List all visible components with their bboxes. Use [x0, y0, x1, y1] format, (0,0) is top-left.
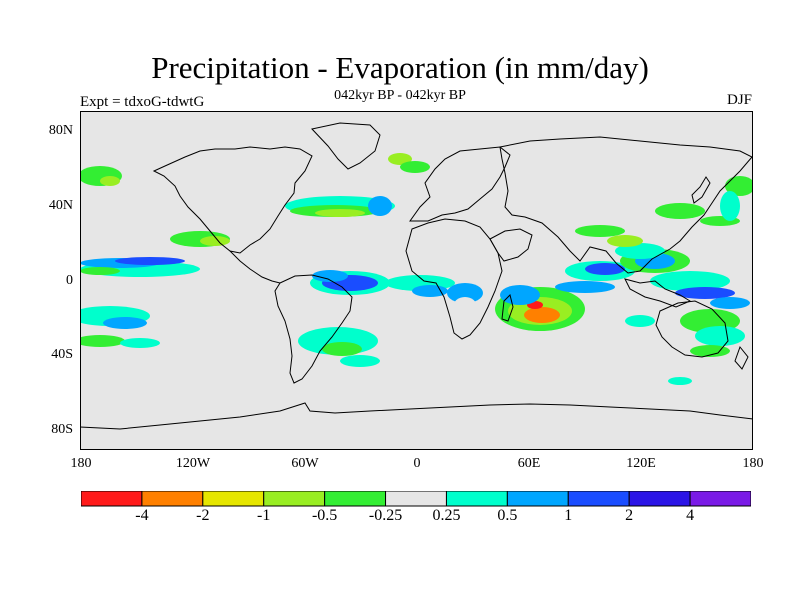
anomaly-patch — [400, 161, 430, 173]
colorbar-label: 4 — [686, 507, 695, 524]
coast-north-america — [152, 146, 313, 254]
colorbar-cell — [567, 491, 630, 507]
anomaly-patch — [555, 281, 615, 293]
anomaly-patch — [720, 191, 740, 221]
anomaly-patch — [388, 153, 412, 165]
anomaly-patch — [312, 270, 348, 282]
colorbar-cell — [324, 491, 387, 507]
anomaly-patch — [315, 209, 365, 217]
anomaly-patch — [710, 297, 750, 309]
coast-japan — [691, 176, 711, 204]
anomaly-patch — [585, 263, 625, 275]
coast-greenland — [311, 122, 381, 170]
colorbar — [81, 491, 751, 507]
anomaly-patch — [625, 315, 655, 327]
coast-australia — [655, 300, 729, 358]
map-title: Precipitation - Evaporation (in mm/day) — [151, 50, 649, 85]
lat-label-80s: 80S — [51, 422, 73, 437]
anomaly-patch — [80, 291, 105, 307]
lat-label-40s: 40S — [51, 347, 73, 362]
colorbar-cell — [445, 491, 508, 507]
anomaly-patch — [524, 307, 560, 323]
colorbar-label: 2 — [625, 507, 634, 524]
coastlines — [80, 122, 753, 430]
colorbar-cell — [263, 491, 326, 507]
anomaly-patch — [695, 326, 745, 346]
coast-madagascar — [501, 294, 514, 322]
anomaly-patch — [120, 338, 160, 348]
anomaly-patch — [103, 317, 147, 329]
anomaly-patch — [340, 355, 380, 367]
lon-label-60w: 60W — [291, 456, 319, 471]
anomaly-fields — [80, 153, 753, 385]
colorbar-label: -4 — [135, 507, 149, 524]
lon-label-60e: 60E — [517, 456, 541, 471]
colorbar-cell — [141, 491, 204, 507]
anomaly-patch — [615, 243, 665, 259]
anomaly-patch — [368, 196, 392, 216]
colorbar-label: -0.25 — [368, 507, 403, 524]
coast-africa — [405, 218, 503, 340]
lon-label-180w: 180 — [70, 456, 92, 471]
coast-europe — [409, 146, 511, 222]
lat-label-80n: 80N — [48, 123, 73, 138]
map-frame — [80, 111, 753, 450]
anomaly-patch — [80, 335, 125, 347]
colorbar-label: -1 — [257, 507, 271, 524]
anomaly-patch — [655, 203, 705, 219]
coast-central-america — [229, 250, 281, 284]
coast-indonesia — [624, 278, 692, 308]
colorbar-cell — [689, 491, 751, 507]
experiment-label: Expt = tdxoG-tdwtG — [80, 94, 205, 110]
colorbar-cell — [628, 491, 691, 507]
colorbar-label: 1 — [564, 507, 573, 524]
anomaly-patch — [115, 257, 185, 265]
lon-label-0: 0 — [413, 456, 421, 471]
lon-label-120e: 120E — [626, 456, 656, 471]
lat-label-0: 0 — [66, 273, 73, 288]
anomaly-patch — [575, 225, 625, 237]
map-subtitle: 042kyr BP - 042kyr BP — [334, 88, 466, 103]
coast-antarctica — [80, 402, 753, 430]
anomaly-patch — [453, 297, 477, 317]
anomaly-patch — [200, 236, 230, 246]
anomaly-patch — [80, 267, 120, 275]
colorbar-label: 0.25 — [432, 507, 461, 524]
colorbar-cell — [385, 491, 447, 507]
coast-new-zealand — [734, 345, 749, 370]
colorbar-cell — [81, 491, 143, 507]
coast-south-america — [274, 274, 353, 384]
colorbar-cell — [202, 491, 265, 507]
lon-label-180e: 180 — [742, 456, 764, 471]
anomaly-patch — [725, 176, 753, 196]
lat-label-40n: 40N — [48, 198, 73, 213]
coast-arabia — [489, 228, 533, 262]
colorbar-label: -0.5 — [311, 507, 338, 524]
anomaly-patch — [607, 235, 643, 247]
anomaly-patch — [500, 285, 540, 305]
anomaly-patch — [690, 345, 730, 357]
colorbar-label: 0.5 — [497, 507, 518, 524]
anomaly-patch — [447, 283, 483, 303]
anomaly-patch — [675, 287, 735, 299]
anomaly-patch — [668, 377, 692, 385]
precipitation-map — [80, 111, 753, 450]
lon-label-120w: 120W — [175, 456, 211, 471]
colorbar-label: -2 — [196, 507, 210, 524]
season-label: DJF — [726, 92, 752, 108]
anomaly-patch — [650, 271, 730, 291]
anomaly-patch — [322, 342, 362, 356]
colorbar-cell — [506, 491, 569, 507]
coast-asia — [499, 136, 753, 274]
anomaly-patch — [100, 176, 120, 186]
